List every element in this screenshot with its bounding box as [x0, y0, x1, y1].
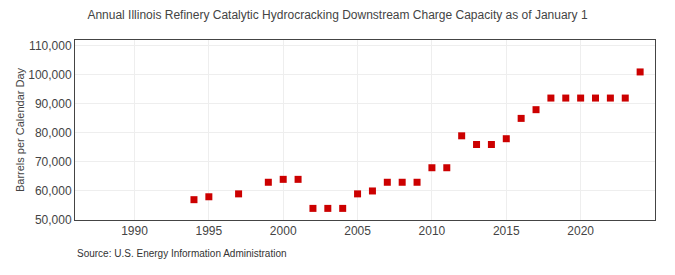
svg-text:Barrels per Calendar Day: Barrels per Calendar Day: [14, 67, 26, 192]
svg-text:90,000: 90,000: [35, 97, 72, 111]
svg-text:2005: 2005: [344, 224, 371, 238]
svg-text:110,000: 110,000: [29, 39, 72, 53]
svg-text:80,000: 80,000: [35, 126, 72, 140]
svg-text:70,000: 70,000: [35, 155, 72, 169]
svg-text:50,000: 50,000: [35, 213, 72, 227]
svg-text:Annual Illinois Refinery Catal: Annual Illinois Refinery Catalytic Hydro…: [87, 8, 588, 22]
svg-text:2000: 2000: [270, 224, 297, 238]
svg-text:60,000: 60,000: [35, 184, 72, 198]
svg-text:100,000: 100,000: [28, 68, 72, 82]
svg-text:2020: 2020: [567, 224, 594, 238]
svg-text:1995: 1995: [195, 224, 222, 238]
svg-text:2015: 2015: [493, 224, 520, 238]
svg-text:Source: U.S. Energy Informatio: Source: U.S. Energy Information Administ…: [77, 248, 287, 259]
svg-text:2010: 2010: [419, 224, 446, 238]
svg-text:1990: 1990: [121, 224, 148, 238]
